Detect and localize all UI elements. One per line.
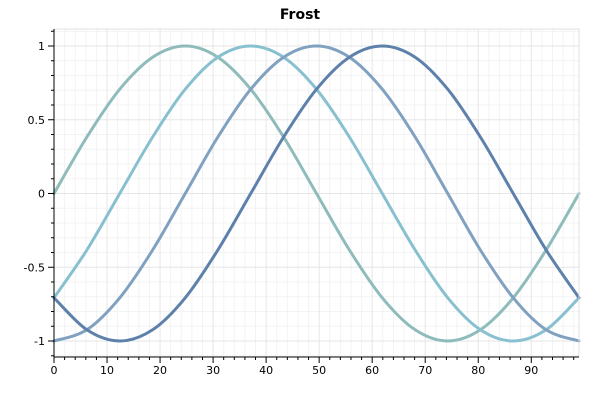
x-tick-label: 80 <box>471 364 485 377</box>
y-tick-label: -1 <box>34 335 45 348</box>
y-tick-label: 0 <box>38 188 45 201</box>
series-line-3 <box>52 44 581 343</box>
series-line-4 <box>52 44 581 343</box>
y-tick-label: -0.5 <box>24 261 45 274</box>
x-tick-label: 10 <box>100 364 114 377</box>
y-tick-label: 0.5 <box>28 114 46 127</box>
grid <box>53 29 579 357</box>
chart-title: Frost <box>279 7 321 23</box>
x-tick-label: 60 <box>365 364 379 377</box>
x-tick-label: 70 <box>418 364 432 377</box>
series-line-1 <box>52 44 581 343</box>
x-tick-label: 30 <box>206 364 220 377</box>
x-tick-label: 50 <box>312 364 326 377</box>
x-tick-label: 40 <box>259 364 273 377</box>
x-tick-label: 20 <box>153 364 167 377</box>
x-tick-label: 0 <box>51 364 58 377</box>
y-tick-label: 1 <box>38 40 45 53</box>
x-tick-label: 90 <box>524 364 538 377</box>
series-group <box>52 44 581 343</box>
axes: 0 10 20 30 40 50 60 70 80 90 1 0.5 0 -0.5 -1 <box>24 29 579 377</box>
